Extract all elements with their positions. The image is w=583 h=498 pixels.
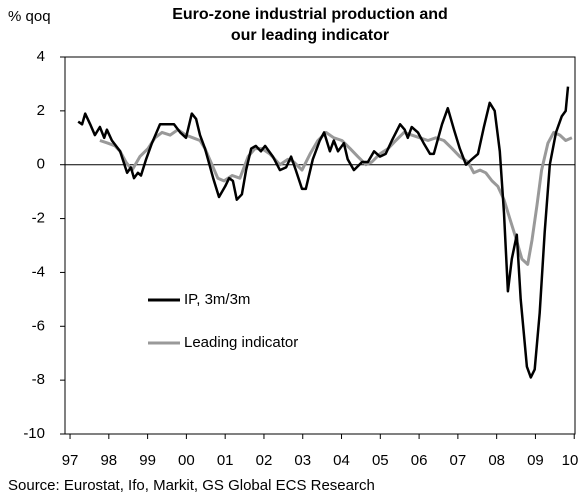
x-tick-label: 06 (411, 452, 428, 469)
series-line (77, 86, 570, 379)
source-note: Source: Eurostat, Ifo, Markit, GS Global… (8, 477, 375, 494)
y-tick-label: -10 (23, 425, 45, 442)
x-tick-label: 04 (333, 452, 350, 469)
x-tick-label: 97 (62, 452, 79, 469)
y-tick-label: -6 (32, 317, 45, 334)
legend-label: IP, 3m/3m (184, 291, 250, 308)
y-tick-label: -4 (32, 263, 45, 280)
chart-title: our leading indicator (231, 27, 389, 44)
y-tick-label: -2 (32, 210, 45, 227)
legend-label: Leading indicator (184, 334, 298, 351)
y-tick-label: 2 (37, 102, 45, 119)
x-tick-label: 09 (527, 452, 544, 469)
x-tick-label: 01 (217, 452, 234, 469)
y-tick-label: 0 (37, 156, 45, 173)
x-tick-label: 03 (294, 452, 311, 469)
y-axis-label: % qoq (8, 8, 51, 25)
x-tick-label: 07 (450, 452, 467, 469)
x-tick-label: 08 (488, 452, 505, 469)
x-tick-label: 10 (562, 452, 579, 469)
x-tick-label: 98 (100, 452, 117, 469)
y-tick-label: 4 (37, 48, 45, 65)
series-line (99, 128, 573, 266)
x-tick-label: 00 (178, 452, 195, 469)
x-tick-label: 05 (372, 452, 389, 469)
x-tick-label: 02 (256, 452, 273, 469)
plot-frame (64, 56, 576, 435)
y-tick-label: -8 (32, 371, 45, 388)
chart-title: Euro-zone industrial production and (172, 6, 448, 23)
x-tick-label: 99 (139, 452, 156, 469)
